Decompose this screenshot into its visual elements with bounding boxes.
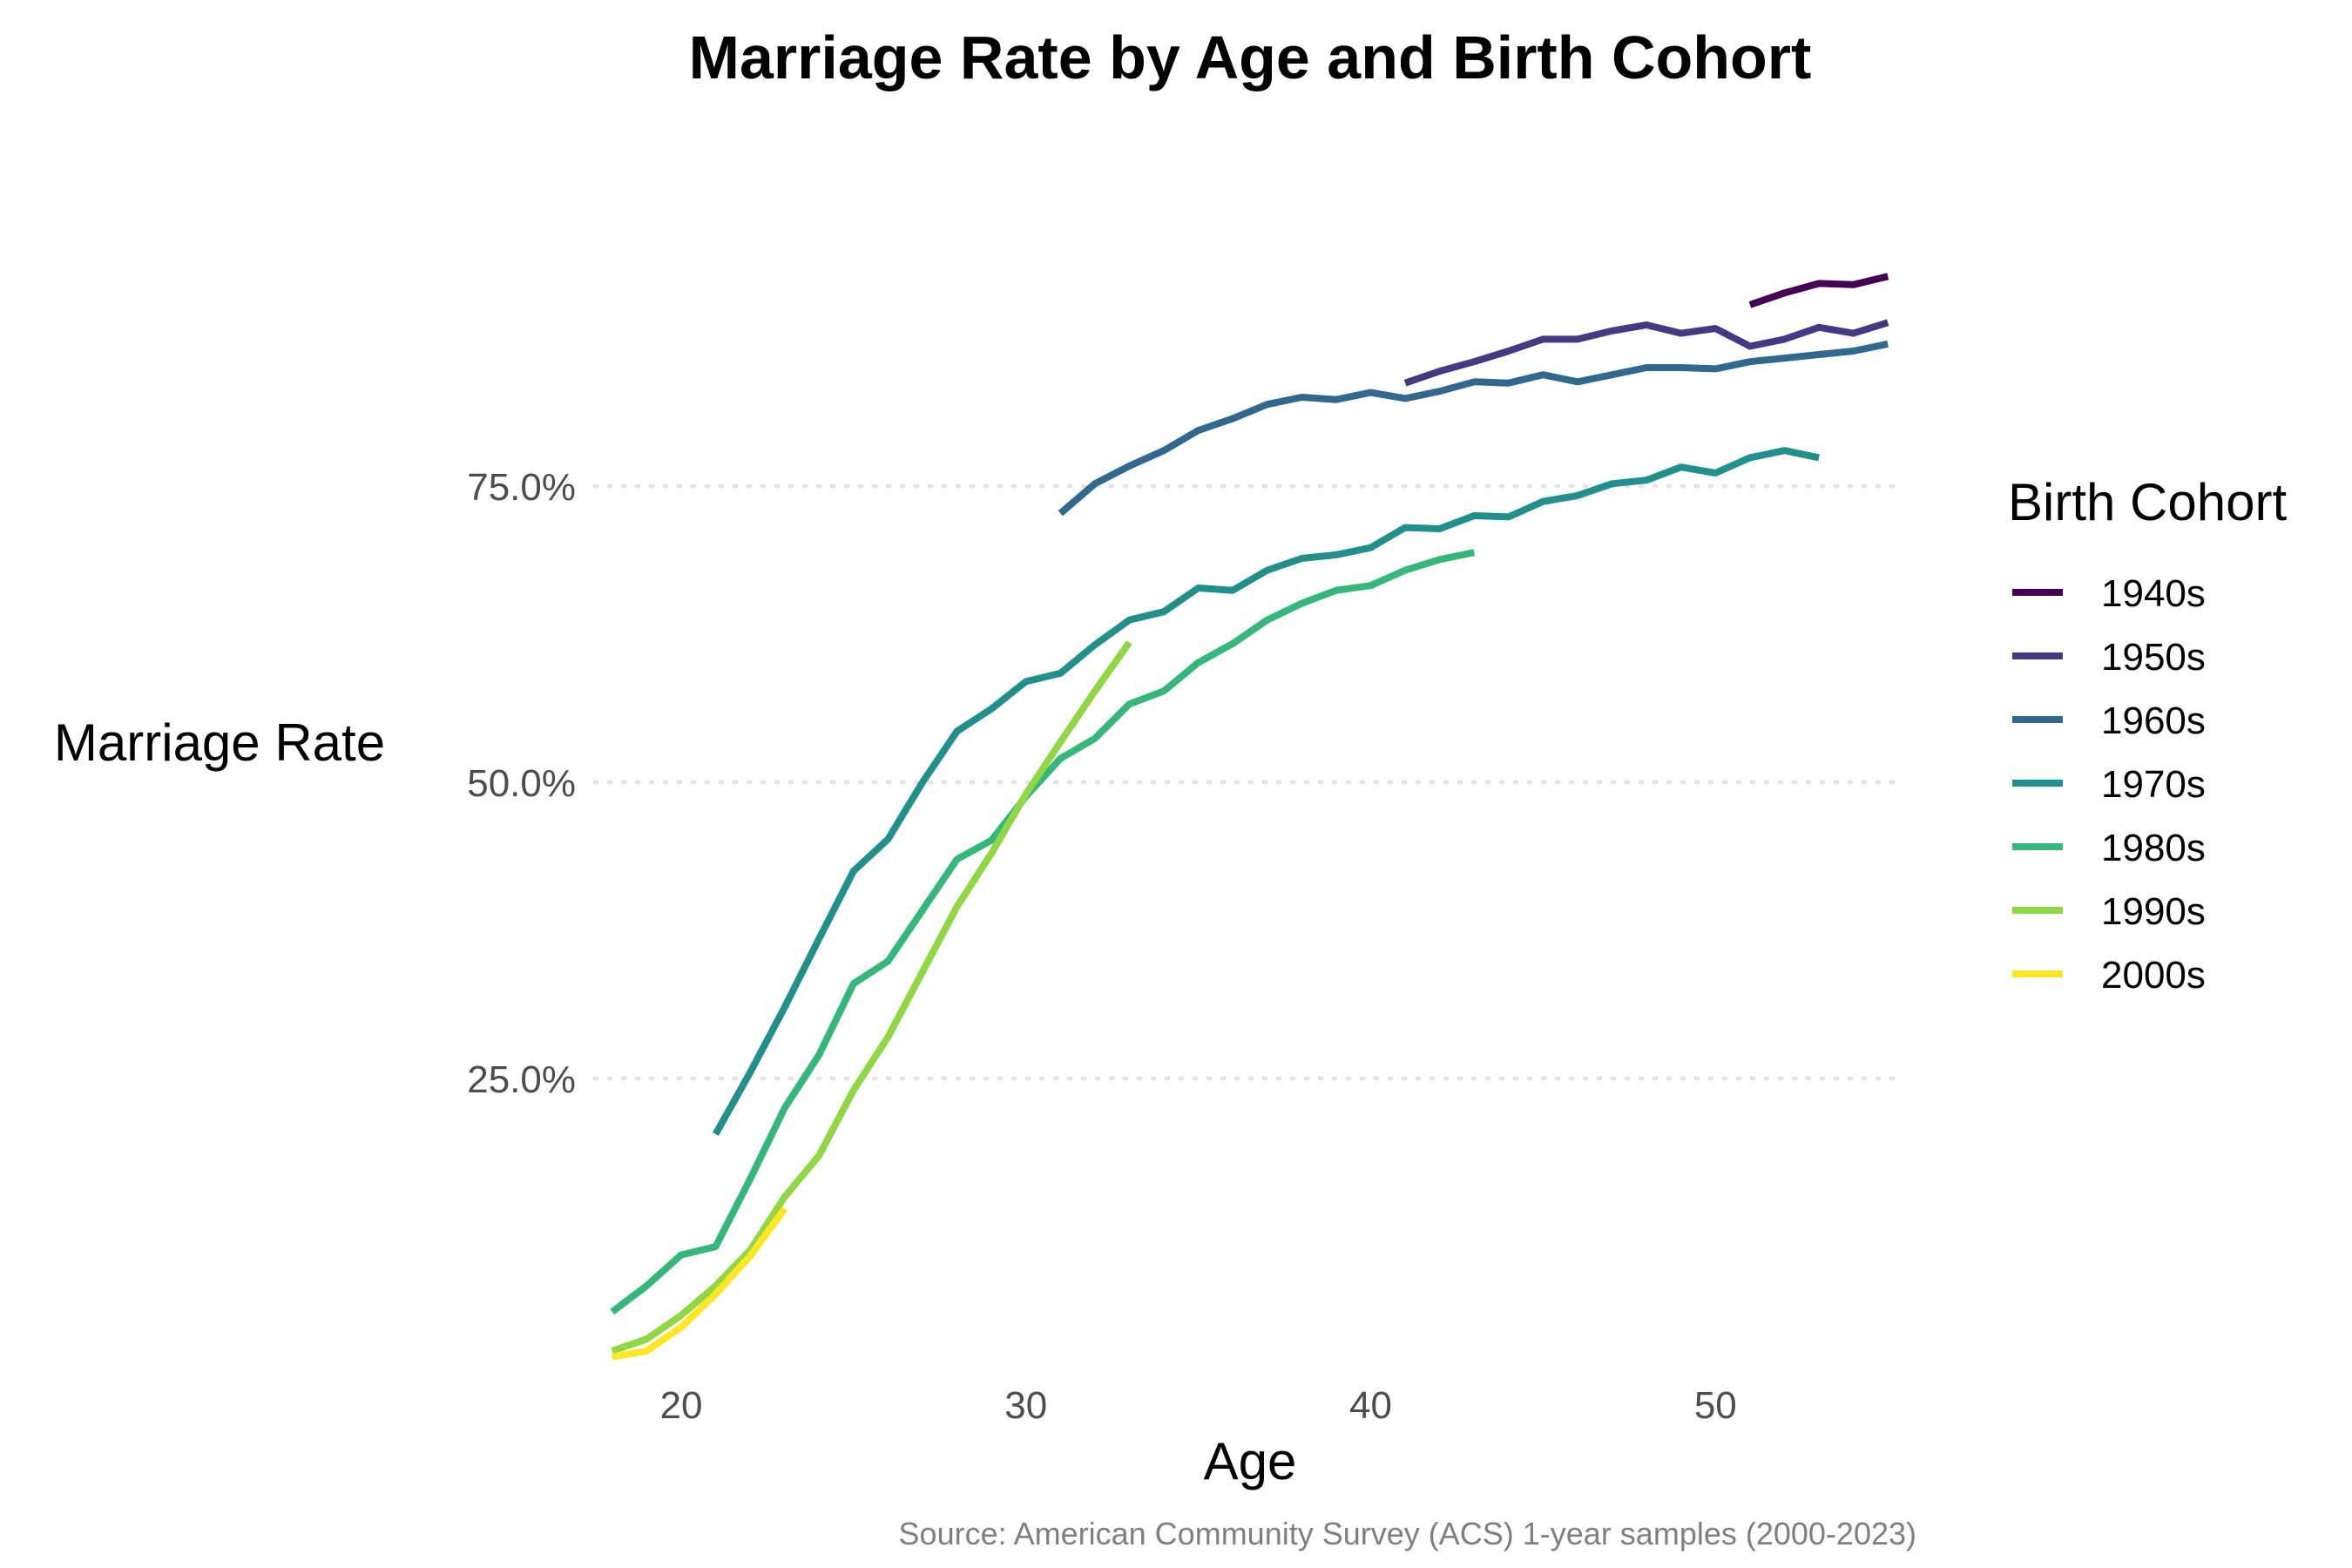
chart-title: Marriage Rate by Age and Birth Cohort bbox=[689, 24, 1812, 91]
y-tick-label: 25.0% bbox=[467, 1058, 576, 1101]
legend-label-1950s: 1950s bbox=[2101, 636, 2206, 679]
x-tick-label: 30 bbox=[1004, 1384, 1047, 1427]
caption: Source: American Community Survey (ACS) … bbox=[899, 1516, 1916, 1551]
series-line-1990s bbox=[611, 640, 1132, 1355]
legend-label-1990s: 1990s bbox=[2101, 890, 2206, 933]
y-tick-label: 75.0% bbox=[467, 466, 576, 509]
series-line-1940s bbox=[1748, 273, 1889, 308]
series-line-1950s bbox=[1403, 319, 1889, 387]
x-axis-title: Age bbox=[1204, 1432, 1297, 1490]
y-tick-label: 50.0% bbox=[467, 762, 576, 805]
legend: Birth Cohort 1940s1950s1960s1970s1980s19… bbox=[2008, 473, 2287, 997]
x-tick-label: 50 bbox=[1694, 1384, 1737, 1427]
x-tick-label: 20 bbox=[659, 1384, 702, 1427]
legend-label-1960s: 1960s bbox=[2101, 700, 2206, 742]
legend-label-1940s: 1940s bbox=[2101, 572, 2206, 615]
legend-label-2000s: 2000s bbox=[2101, 954, 2206, 997]
y-tick-labels: 25.0% 50.0% 75.0% bbox=[467, 466, 576, 1101]
series-line-1980s bbox=[610, 549, 1476, 1315]
series-lines bbox=[610, 273, 1889, 1361]
series-line-1960s bbox=[1058, 340, 1889, 517]
series-line-1970s bbox=[713, 447, 1820, 1136]
x-tick-labels: 20 30 40 50 bbox=[659, 1384, 1736, 1427]
legend-title: Birth Cohort bbox=[2008, 473, 2287, 531]
legend-items: 1940s 1950s 1960s 1970s 1980s 1990s 2000s bbox=[2012, 572, 2206, 997]
y-axis-title: Marriage Rate bbox=[54, 713, 385, 772]
legend-label-1970s: 1970s bbox=[2101, 763, 2206, 806]
gridlines bbox=[592, 483, 1908, 1081]
series-line-2000s bbox=[612, 1206, 787, 1361]
x-tick-label: 40 bbox=[1349, 1384, 1392, 1427]
legend-label-1980s: 1980s bbox=[2101, 827, 2206, 869]
